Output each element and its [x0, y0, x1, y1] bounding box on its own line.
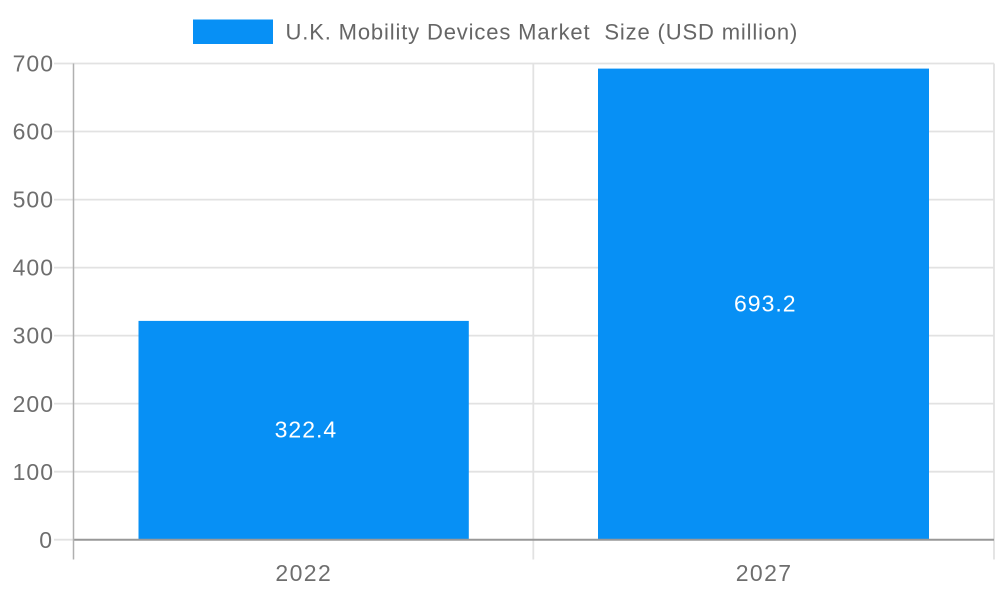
svg-text:0: 0 — [39, 527, 53, 553]
svg-text:693.2: 693.2 — [734, 291, 797, 317]
svg-text:2022: 2022 — [275, 560, 332, 586]
svg-text:200: 200 — [13, 391, 54, 417]
svg-text:100: 100 — [13, 459, 54, 485]
svg-text:U.K. Mobility Devices Market: U.K. Mobility Devices Market Size (USD m… — [286, 19, 799, 44]
svg-text:500: 500 — [13, 187, 54, 213]
svg-text:600: 600 — [13, 119, 54, 145]
svg-text:322.4: 322.4 — [275, 416, 338, 442]
svg-text:700: 700 — [13, 51, 54, 77]
svg-text:400: 400 — [13, 255, 54, 281]
svg-text:300: 300 — [13, 323, 54, 349]
svg-text:2027: 2027 — [736, 560, 793, 586]
